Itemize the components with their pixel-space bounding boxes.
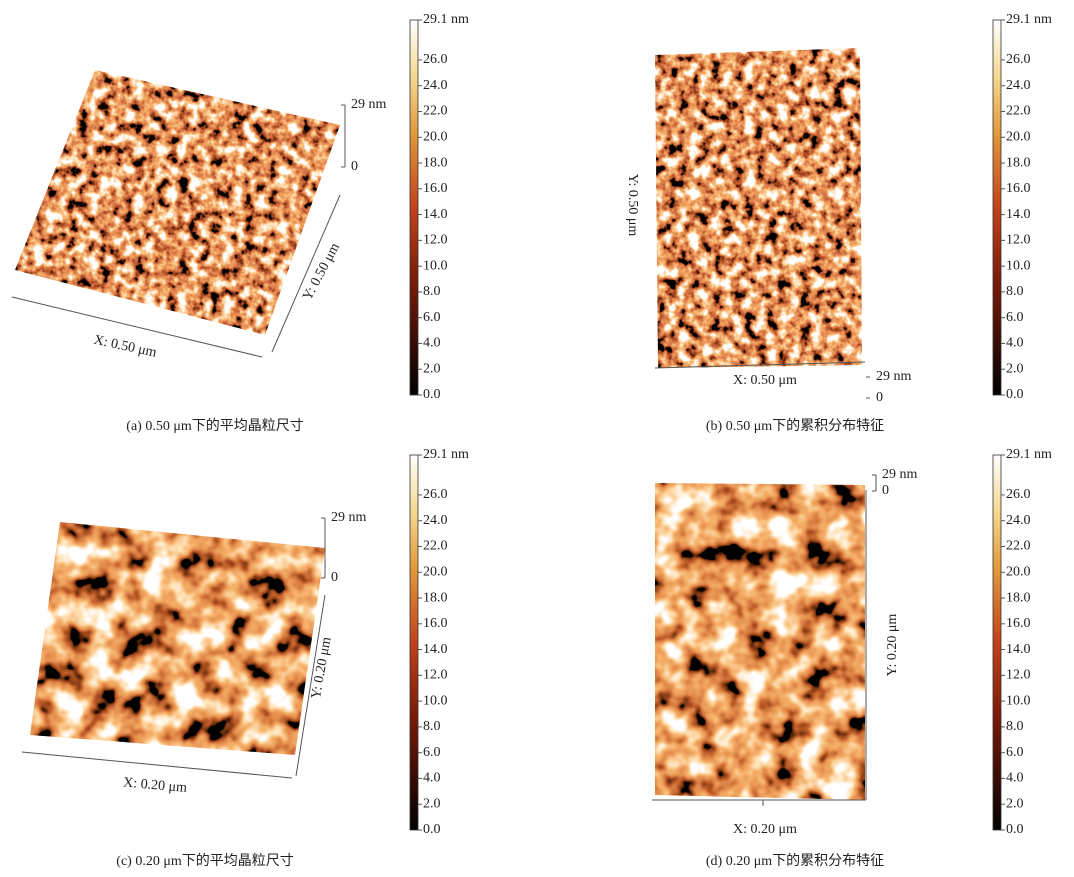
colorbar-tick-label: 14.0 [1006, 642, 1031, 657]
colorbar-tick-label: 4.0 [423, 336, 441, 351]
colorbar-tick-label: 0.0 [1006, 387, 1024, 402]
colorbar-tick-label: 29.1 nm [1006, 12, 1052, 27]
colorbar-tick-label: 29.1 nm [423, 447, 469, 462]
colorbar-tick-label: 12.0 [423, 668, 448, 683]
colorbar-tick-label: 8.0 [1006, 719, 1024, 734]
caption: (a) 0.50 μm下的平均晶粒尺寸 [126, 418, 303, 434]
colorbar-tick-label: 18.0 [423, 590, 448, 605]
afm-surface [0, 40, 360, 350]
colorbar-tick-label: 20.0 [423, 129, 448, 144]
colorbar-tick-label: 4.0 [1006, 336, 1024, 351]
z-tick-label: 29 nm [351, 97, 387, 112]
z-tick-label: 0 [876, 390, 883, 405]
colorbar [410, 455, 418, 830]
colorbar-tick-label: 6.0 [1006, 745, 1024, 760]
colorbar-tick-label: 22.0 [423, 539, 448, 554]
colorbar-tick-label: 10.0 [1006, 693, 1031, 708]
colorbar-tick-label: 12.0 [423, 233, 448, 248]
colorbar-tick-label: 24.0 [423, 513, 448, 528]
colorbar-tick-label: 20.0 [1006, 129, 1031, 144]
colorbar-tick-label: 2.0 [423, 361, 441, 376]
colorbar-tick-label: 16.0 [423, 616, 448, 631]
caption: (c) 0.20 μm下的平均晶粒尺寸 [116, 853, 293, 869]
colorbar [993, 455, 1001, 830]
colorbar-tick-label: 2.0 [423, 796, 441, 811]
colorbar-tick-label: 14.0 [423, 642, 448, 657]
colorbar-tick-label: 8.0 [423, 284, 441, 299]
colorbar-tick-label: 4.0 [423, 771, 441, 786]
afm-surface [20, 510, 340, 765]
colorbar-tick-label: 6.0 [1006, 310, 1024, 325]
colorbar [410, 20, 418, 395]
colorbar-tick-label: 18.0 [423, 155, 448, 170]
colorbar-tick-label: 6.0 [423, 745, 441, 760]
colorbar-tick-label: 10.0 [423, 693, 448, 708]
afm-surface [650, 40, 870, 375]
z-tick-label: 0 [882, 483, 889, 498]
caption: (b) 0.50 μm下的累积分布特征 [706, 418, 884, 434]
y-axis-label: Y: 0.20 μm [885, 614, 900, 677]
colorbar-tick-label: 26.0 [1006, 487, 1031, 502]
colorbar-tick-label: 10.0 [423, 258, 448, 273]
afm-surface [650, 475, 870, 805]
colorbar-tick-label: 26.0 [423, 52, 448, 67]
colorbar-tick-label: 0.0 [423, 822, 441, 837]
z-tick-label: 29 nm [882, 467, 918, 482]
colorbar-tick-label: 14.0 [1006, 207, 1031, 222]
colorbar-tick-label: 2.0 [1006, 796, 1024, 811]
colorbar-tick-label: 22.0 [1006, 539, 1031, 554]
colorbar-tick-label: 20.0 [1006, 564, 1031, 579]
colorbar-tick-label: 8.0 [423, 719, 441, 734]
z-tick-label: 0 [351, 159, 358, 174]
colorbar-tick-label: 20.0 [423, 564, 448, 579]
x-axis-label: X: 0.50 μm [92, 333, 158, 361]
x-axis-label: X: 0.20 μm [733, 822, 797, 837]
colorbar-tick-label: 16.0 [1006, 616, 1031, 631]
colorbar-tick-label: 18.0 [1006, 155, 1031, 170]
colorbar-tick-label: 0.0 [423, 387, 441, 402]
colorbar-tick-label: 26.0 [1006, 52, 1031, 67]
colorbar-tick-label: 18.0 [1006, 590, 1031, 605]
z-tick-label: 29 nm [331, 510, 367, 525]
colorbar-tick-label: 29.1 nm [1006, 447, 1052, 462]
x-axis-label: X: 0.50 μm [733, 373, 797, 388]
y-axis-label: Y: 0.20 μm [309, 636, 335, 700]
colorbar-tick-label: 24.0 [1006, 513, 1031, 528]
colorbar-tick-label: 2.0 [1006, 361, 1024, 376]
colorbar-tick-label: 0.0 [1006, 822, 1024, 837]
colorbar-tick-label: 29.1 nm [423, 12, 469, 27]
colorbar-tick-label: 16.0 [1006, 181, 1031, 196]
colorbar-tick-label: 10.0 [1006, 258, 1031, 273]
figure: (a) 0.50 μm下的平均晶粒尺寸 X: 0.50 μm Y: 0.50 μm 2… [0, 0, 1074, 877]
colorbar-tick-label: 4.0 [1006, 771, 1024, 786]
colorbar-tick-label: 26.0 [423, 487, 448, 502]
colorbar [993, 20, 1001, 395]
z-tick-label: 0 [331, 570, 338, 585]
colorbar-tick-label: 24.0 [1006, 78, 1031, 93]
colorbar-tick-label: 12.0 [1006, 233, 1031, 248]
y-axis-label: Y: 0.50 μm [625, 174, 640, 237]
colorbar-tick-label: 6.0 [423, 310, 441, 325]
caption: (d) 0.20 μm下的累积分布特征 [706, 853, 884, 869]
colorbar-tick-label: 16.0 [423, 181, 448, 196]
colorbar-tick-label: 24.0 [423, 78, 448, 93]
colorbar-tick-label: 12.0 [1006, 668, 1031, 683]
colorbar-tick-label: 22.0 [1006, 104, 1031, 119]
z-tick-label: 29 nm [876, 369, 912, 384]
colorbar-tick-label: 8.0 [1006, 284, 1024, 299]
colorbar-tick-label: 22.0 [423, 104, 448, 119]
x-axis-label: X: 0.20 μm [123, 775, 188, 796]
colorbar-tick-label: 14.0 [423, 207, 448, 222]
